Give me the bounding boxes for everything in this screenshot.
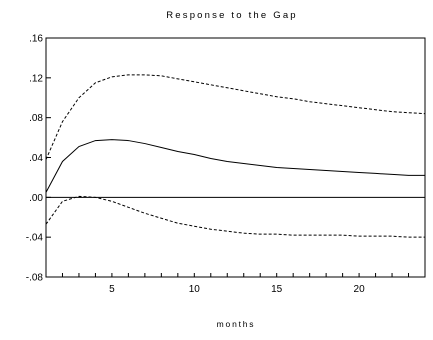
y-tick-label: -.08: [26, 273, 44, 284]
y-tick-label: .16: [29, 34, 43, 45]
y-tick-label: .00: [29, 193, 43, 204]
plot-frame: [45, 37, 426, 278]
upper-band-line: [45, 74, 426, 160]
x-tick-label: 20: [354, 284, 366, 295]
chart-title: Response to the Gap: [166, 10, 298, 21]
lower-band-line: [45, 195, 425, 238]
response-line: [45, 139, 425, 193]
y-tick-label: .12: [29, 73, 43, 84]
y-tick-label: -.04: [26, 233, 44, 244]
x-axis-label: months: [217, 319, 256, 329]
x-tick-label: 10: [189, 284, 201, 295]
x-tick-label: 5: [109, 284, 115, 295]
x-tick-label: 15: [271, 284, 283, 295]
y-tick-label: .08: [29, 113, 43, 124]
y-tick-label: .04: [29, 153, 43, 164]
